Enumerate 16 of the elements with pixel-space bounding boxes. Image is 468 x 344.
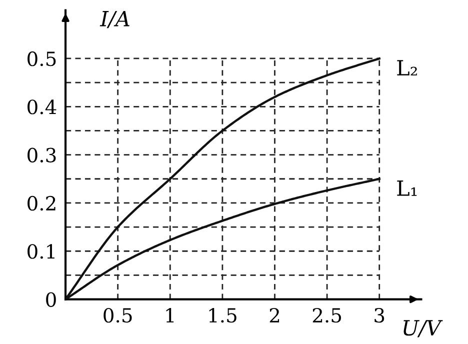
y-tick-label: 0 (46, 292, 56, 307)
y-tick-label: 0.5 (28, 51, 56, 66)
x-tick-label: 3 (374, 308, 384, 323)
y-tick-label: 0.1 (28, 244, 54, 259)
y-axis-title: I/A (100, 11, 130, 28)
series-label: L₁ (397, 180, 417, 196)
x-tick-label: 0.5 (104, 308, 132, 323)
x-tick-label: 2 (270, 308, 280, 322)
x-tick-label: 2.5 (312, 308, 342, 323)
x-tick-label: 1.5 (209, 308, 236, 323)
y-tick-label: 0.2 (28, 196, 56, 211)
x-axis-title: U/V (404, 320, 443, 338)
series-label: L₂ (397, 60, 417, 76)
x-tick-label: 1 (166, 308, 174, 322)
y-tick-label: 0.3 (28, 148, 56, 162)
y-tick-label: 0.4 (28, 100, 56, 114)
